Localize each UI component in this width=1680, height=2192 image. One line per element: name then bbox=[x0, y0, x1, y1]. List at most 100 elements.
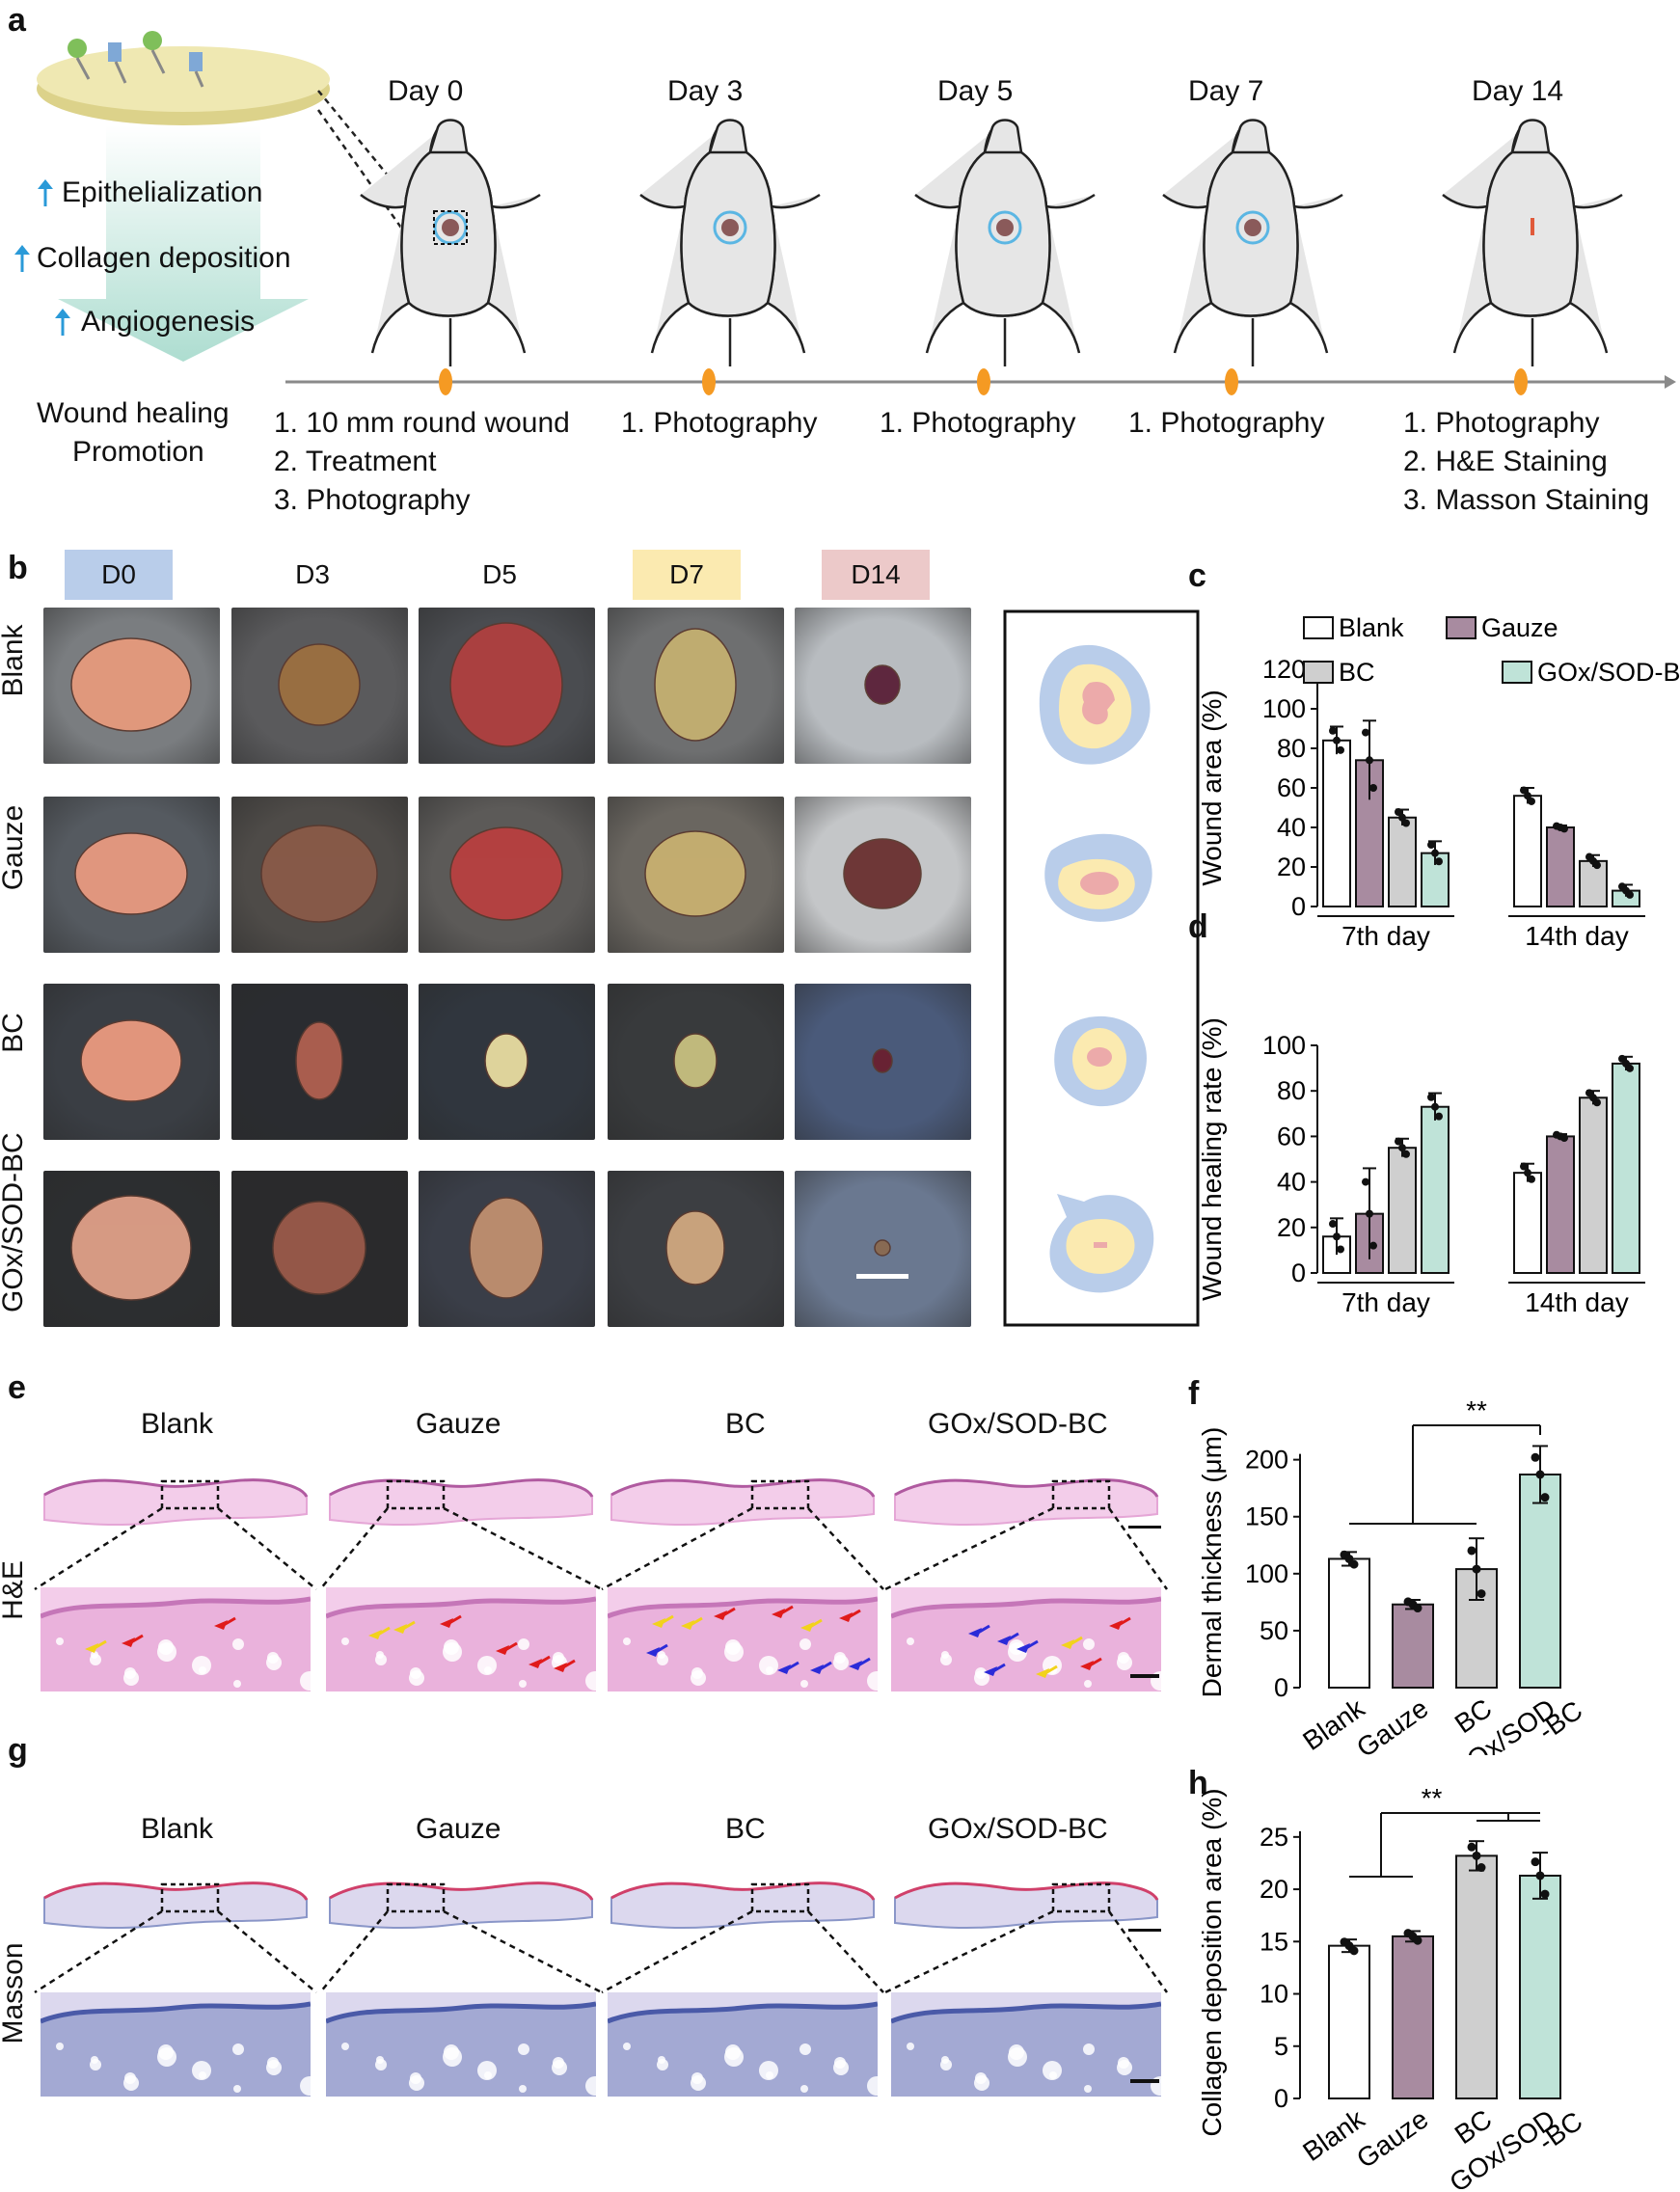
data-point bbox=[1413, 1604, 1423, 1613]
wound-area bbox=[864, 664, 901, 705]
histology-zoom bbox=[608, 1587, 878, 1691]
data-point bbox=[1402, 819, 1410, 827]
wound-area bbox=[278, 643, 361, 726]
wound-area bbox=[644, 830, 746, 917]
zoom-lines bbox=[884, 1506, 1169, 1591]
significance-mark: ** bbox=[1466, 1398, 1487, 1425]
masson-group-gox: GOx/SOD-BC bbox=[928, 1813, 1108, 1845]
wound-area bbox=[872, 1048, 893, 1073]
data-point bbox=[1427, 1093, 1435, 1101]
y-tick-label: 100 bbox=[1262, 1031, 1306, 1060]
category-label: 7th day bbox=[1341, 1287, 1430, 1317]
panel-label-g: g bbox=[8, 1732, 28, 1769]
y-tick-label: 0 bbox=[1274, 1673, 1288, 1702]
row-label-blank: Blank bbox=[0, 624, 29, 697]
bar bbox=[1328, 1557, 1370, 1689]
arrow-icon bbox=[1044, 1664, 1058, 1675]
data-point bbox=[1362, 728, 1369, 737]
y-axis-label: Wound healing rate (%) bbox=[1197, 1017, 1227, 1301]
arrow-icon bbox=[1089, 1657, 1102, 1667]
data-point bbox=[1524, 1169, 1531, 1177]
arrow-icon bbox=[722, 1607, 736, 1617]
mouse-illustration bbox=[1442, 119, 1623, 366]
wound-area bbox=[654, 628, 737, 742]
data-point bbox=[1531, 1857, 1540, 1867]
wound-schematic-box bbox=[1003, 609, 1200, 1327]
arrow-icon bbox=[368, 1630, 382, 1639]
y-tick-label: 60 bbox=[1277, 1122, 1306, 1150]
bar bbox=[1579, 859, 1608, 908]
arrow-icon bbox=[984, 1666, 997, 1676]
wound-area bbox=[70, 637, 192, 732]
data-point bbox=[1349, 1946, 1359, 1956]
category-label: 14th day bbox=[1525, 1287, 1628, 1317]
scale-bar bbox=[1128, 1526, 1161, 1529]
outcome-line-1: Wound healing bbox=[37, 397, 230, 429]
data-point bbox=[1524, 792, 1531, 800]
data-point bbox=[1329, 1220, 1337, 1229]
panel-label-b: b bbox=[8, 550, 28, 586]
y-tick-label: 80 bbox=[1277, 734, 1306, 763]
wound-photo bbox=[608, 984, 784, 1140]
arrow-icon bbox=[810, 1664, 824, 1674]
wound-photo bbox=[43, 1171, 220, 1327]
arrow-icon bbox=[94, 1639, 107, 1650]
wound-area bbox=[843, 838, 922, 909]
data-point bbox=[1626, 890, 1634, 899]
data-point bbox=[1472, 1564, 1481, 1574]
bar bbox=[1388, 1147, 1417, 1274]
up-arrow-icon bbox=[38, 179, 53, 206]
step-day0-1: 1. 10 mm round wound bbox=[274, 407, 570, 439]
wound-photo bbox=[795, 608, 971, 764]
histology-overview bbox=[329, 1478, 594, 1527]
wound-area bbox=[874, 1239, 891, 1257]
arrow-icon bbox=[130, 1634, 144, 1644]
data-point bbox=[1333, 1232, 1341, 1241]
arrow-icon bbox=[661, 1614, 674, 1625]
y-tick-label: 10 bbox=[1260, 1980, 1288, 2009]
y-tick-label: 15 bbox=[1260, 1927, 1288, 1956]
bar bbox=[1519, 1874, 1561, 2099]
arrow-icon bbox=[780, 1605, 794, 1615]
data-point bbox=[1398, 1144, 1406, 1152]
dressing-illustration bbox=[37, 31, 330, 362]
y-tick-label: 80 bbox=[1277, 1076, 1306, 1105]
y-axis-label: Dermal thickness (μm) bbox=[1197, 1427, 1227, 1698]
y-tick-label: 0 bbox=[1291, 892, 1306, 921]
histology-overview bbox=[610, 1478, 876, 1527]
masson-group-bc: BC bbox=[725, 1813, 766, 1845]
histology-overview bbox=[894, 1478, 1159, 1527]
zoom-lines bbox=[601, 1506, 884, 1591]
day-tab-d7: D7 bbox=[633, 550, 741, 600]
y-tick-label: 5 bbox=[1274, 2032, 1288, 2061]
data-point bbox=[1435, 1112, 1443, 1121]
x-tick-label: Gauze bbox=[1351, 1693, 1433, 1755]
panel-label-a: a bbox=[8, 2, 26, 39]
category-label: 7th day bbox=[1341, 921, 1430, 951]
panel-label-d: d bbox=[1188, 908, 1208, 945]
data-point bbox=[1435, 857, 1443, 866]
wound-area bbox=[469, 1197, 544, 1299]
y-tick-label: 50 bbox=[1260, 1616, 1288, 1645]
arrow-icon bbox=[992, 1663, 1006, 1673]
legend-label: GOx/SOD-BC bbox=[1537, 658, 1680, 687]
bar bbox=[1546, 826, 1575, 907]
histology-zoom bbox=[326, 1992, 596, 2097]
wound-photo bbox=[231, 608, 408, 764]
step-day14-3: 3. Masson Staining bbox=[1403, 484, 1650, 516]
row-label-gauze: Gauze bbox=[0, 804, 29, 891]
y-tick-label: 150 bbox=[1245, 1502, 1288, 1531]
day-label-0: Day 0 bbox=[388, 75, 464, 107]
arrow-icon bbox=[646, 1647, 660, 1657]
y-tick-label: 100 bbox=[1245, 1559, 1288, 1588]
y-tick-label: 40 bbox=[1277, 1168, 1306, 1197]
mouse-illustration bbox=[360, 119, 541, 366]
zoom-lines bbox=[884, 1909, 1169, 1994]
bar bbox=[1455, 1568, 1498, 1689]
bar bbox=[1421, 1105, 1450, 1274]
data-point bbox=[1366, 756, 1373, 765]
data-point bbox=[1560, 1134, 1568, 1143]
day-tab-d14: D14 bbox=[822, 550, 930, 600]
arrow-icon bbox=[800, 1622, 814, 1632]
bar bbox=[1513, 795, 1542, 907]
